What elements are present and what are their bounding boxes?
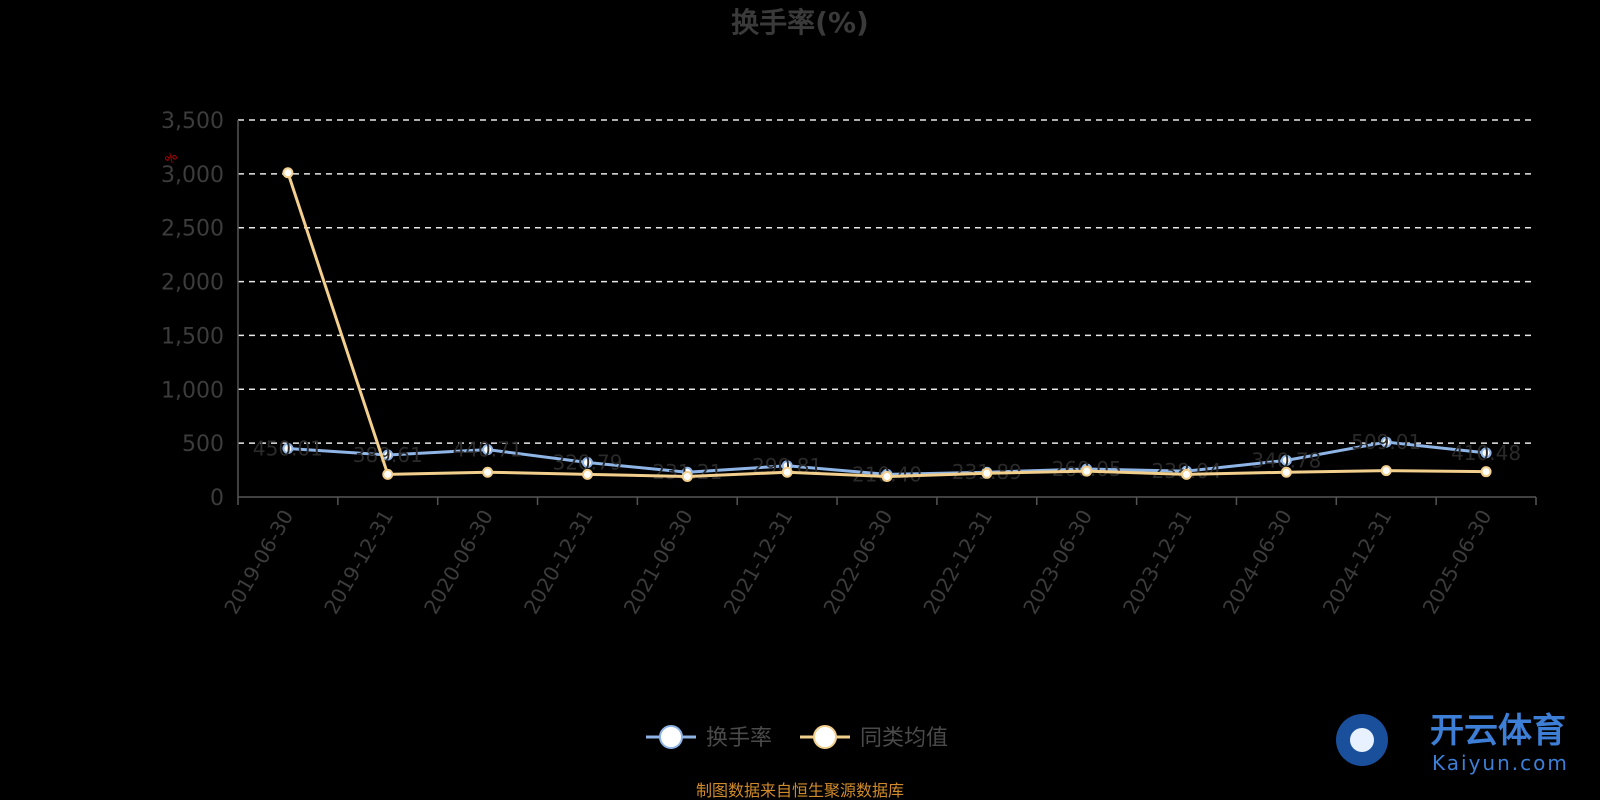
data-point xyxy=(781,466,793,478)
data-point xyxy=(881,471,893,483)
y-tick-label: 1,500 xyxy=(161,324,224,349)
data-point xyxy=(282,167,294,179)
data-label: 509.01 xyxy=(1351,430,1421,454)
data-point xyxy=(1181,468,1193,480)
data-point xyxy=(981,467,993,479)
y-tick-label: 2,000 xyxy=(161,271,224,296)
x-tick-label: 2022-12-31 xyxy=(918,506,997,619)
data-point xyxy=(1380,436,1392,448)
data-label: 410.48 xyxy=(1451,441,1521,465)
legend-label: 同类均值 xyxy=(860,726,948,751)
y-tick-label: 1,000 xyxy=(161,378,224,403)
x-tick-label: 2020-12-31 xyxy=(519,506,598,619)
watermark-en: Kaiyun.com xyxy=(1432,751,1569,775)
data-source-note: 制图数据来自恒生聚源数据库 xyxy=(696,781,904,800)
legend: 换手率 同类均值 xyxy=(646,725,948,751)
axes: 0 500 1,000 1,500 2,000 2,500 3,000 3,500 2019-0… xyxy=(161,109,1537,619)
data-point xyxy=(1280,466,1292,478)
data-point xyxy=(1480,447,1492,459)
data-point xyxy=(1081,465,1093,477)
data-point xyxy=(1380,465,1392,477)
x-tick-label: 2022-06-30 xyxy=(818,506,897,619)
x-tick-label: 2019-12-31 xyxy=(319,506,398,619)
data-point xyxy=(282,443,294,455)
legend-label: 换手率 xyxy=(706,726,772,751)
data-point xyxy=(382,468,394,480)
legend-swatch-marker xyxy=(659,725,683,749)
x-tick-label: 2020-06-30 xyxy=(419,505,498,618)
x-tick-label: 2021-12-31 xyxy=(719,506,798,619)
data-point xyxy=(482,444,494,456)
y-tick-label: 0 xyxy=(210,486,224,511)
x-tick-label: 2024-06-30 xyxy=(1218,506,1297,619)
watermark-cn: 开云体育 xyxy=(1430,711,1566,751)
x-tick-label: 2025-06-30 xyxy=(1418,506,1497,619)
data-point xyxy=(482,466,494,478)
data-point xyxy=(581,457,593,469)
kaiyun-logo: 开云体育 Kaiyun.com xyxy=(1336,711,1569,775)
series-lines: 450.01389.61440.71320.79231.21290.81210.… xyxy=(253,167,1521,486)
data-label: 440.71 xyxy=(453,438,523,462)
y-tick-label: 500 xyxy=(182,432,224,457)
x-tick-label: 2023-06-30 xyxy=(1018,506,1097,619)
data-label: 450.01 xyxy=(253,437,323,461)
x-tick-label: 2019-06-30 xyxy=(219,506,298,619)
data-point xyxy=(1480,466,1492,478)
legend-swatch-marker xyxy=(813,725,837,749)
series-line xyxy=(286,172,1487,479)
data-point xyxy=(1280,454,1292,466)
data-point xyxy=(382,449,394,461)
data-point xyxy=(581,468,593,480)
x-tick-label: 2024-12-31 xyxy=(1318,506,1397,619)
data-point xyxy=(681,471,693,483)
grid-lines xyxy=(238,119,1536,444)
chart-title: 换手率(%) xyxy=(731,6,869,39)
x-tick-label: 2023-12-31 xyxy=(1118,506,1197,619)
y-tick-label: 2,500 xyxy=(161,217,224,242)
x-tick-label: 2021-06-30 xyxy=(619,506,698,619)
data-label: 389.61 xyxy=(353,443,423,467)
y-tick-label: 3,500 xyxy=(161,109,224,134)
y-tick-label: 3,000 xyxy=(161,163,224,188)
